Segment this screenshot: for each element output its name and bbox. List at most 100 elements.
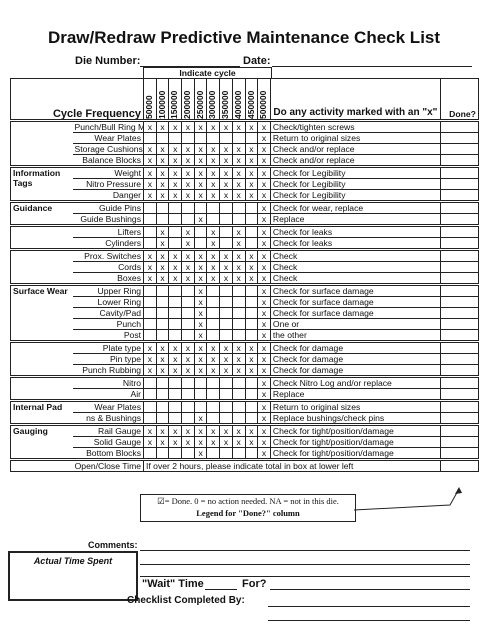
cycle-mark: x xyxy=(193,436,208,448)
field-line xyxy=(140,66,240,67)
cycle-mark xyxy=(168,237,183,250)
cycle-mark xyxy=(181,200,195,214)
check-row: Punch x x One or xyxy=(11,318,479,330)
item-label: Storage Cushions xyxy=(72,143,145,155)
legend-title: Legend for "Done?" column xyxy=(196,508,300,518)
cycle-mark: x xyxy=(181,248,195,262)
check-row: Balance Blocks x x x x x x x x x x Check and/or rep… xyxy=(11,154,479,167)
action: Check for Legibility xyxy=(269,178,441,190)
cycle-mark: x xyxy=(143,436,157,448)
comment-line xyxy=(140,576,470,577)
cycle-mark: x xyxy=(168,154,183,167)
cycle-mark: x xyxy=(193,213,208,226)
group-label xyxy=(10,119,73,167)
cycle-mark: x xyxy=(244,143,259,155)
check-row: Lifters x x x x x Check for leaks xyxy=(10,224,479,250)
cycle-mark xyxy=(168,318,183,330)
cycle-mark: x xyxy=(193,189,208,202)
actual-time-box: Actual Time Spent xyxy=(8,551,138,601)
cycle-mark xyxy=(231,388,246,401)
item-label: Cylinders xyxy=(72,237,145,250)
wait-time-label: "Wait" Time xyxy=(142,578,204,590)
cycle-mark: x xyxy=(257,340,271,354)
cycle-label: 450000 xyxy=(245,90,256,119)
cycle-mark: x xyxy=(193,119,208,133)
item-label: Post xyxy=(72,329,145,342)
cycle-mark xyxy=(206,213,221,226)
cycle-mark: x xyxy=(155,165,170,179)
cycle-mark: x xyxy=(257,189,271,202)
cycle-mark xyxy=(155,329,170,342)
field-line xyxy=(205,589,237,590)
cycle-mark xyxy=(143,213,157,226)
cycle-mark xyxy=(231,283,246,297)
cycle-mark xyxy=(181,318,195,330)
cycle-mark: x xyxy=(231,261,246,273)
cycle-mark xyxy=(155,213,170,226)
action: Return to original sizes xyxy=(269,132,441,144)
action: Check xyxy=(269,261,441,273)
legend: ☑= Done. 0 = no action needed. NA = not … xyxy=(140,494,356,522)
cycle-mark: x xyxy=(181,143,195,155)
cycle-mark: x xyxy=(193,178,208,190)
cycle-mark xyxy=(219,132,233,144)
cycle-mark xyxy=(206,447,221,460)
cycle-mark xyxy=(231,213,246,226)
cycle-mark: x xyxy=(193,318,208,330)
action: Check for Legibility xyxy=(269,165,441,179)
cycle-mark: x xyxy=(206,178,221,190)
cycle-mark: x xyxy=(257,353,271,365)
cycle-mark xyxy=(181,213,195,226)
cycle-header: 400000 xyxy=(231,78,246,121)
cycle-mark xyxy=(244,132,259,144)
cycle-mark xyxy=(206,283,221,297)
check-row: Punch Rubbing x x x x x x x x x x Check for damage xyxy=(11,364,479,377)
cycle-mark: x xyxy=(155,261,170,273)
cycle-mark xyxy=(168,307,183,319)
cycle-mark: x xyxy=(231,237,246,250)
cycle-mark xyxy=(231,296,246,308)
cycle-mark: x xyxy=(168,165,183,179)
cycle-mark: x xyxy=(168,340,183,354)
cycle-mark xyxy=(143,447,157,460)
cycle-mark: x xyxy=(155,119,170,133)
arrow-head xyxy=(455,487,462,494)
cycle-label: 350000 xyxy=(220,90,231,119)
cycle-mark: x xyxy=(193,412,208,425)
check-row: Guidance Guide Pins x Check for wear, repla… xyxy=(10,200,479,226)
cycle-label: 250000 xyxy=(194,90,205,119)
cycle-mark: x xyxy=(244,119,259,133)
group-label: Gauging xyxy=(10,423,73,460)
cycle-mark xyxy=(155,296,170,308)
cycle-mark xyxy=(206,307,221,319)
done-cell xyxy=(439,119,479,133)
cycle-mark: x xyxy=(257,364,271,377)
cycle-mark: x xyxy=(143,261,157,273)
done-cell xyxy=(439,296,479,308)
item-label: Guide Pins xyxy=(72,200,145,214)
cycle-mark xyxy=(193,224,208,238)
cycle-mark xyxy=(206,200,221,214)
action: Check xyxy=(269,272,441,285)
item-label: Wear Plates xyxy=(72,132,145,144)
cycle-mark: x xyxy=(219,248,233,262)
cycle-mark: x xyxy=(257,375,271,389)
cycle-mark xyxy=(168,283,183,297)
done-cell xyxy=(439,307,479,319)
cycle-mark: x xyxy=(219,364,233,377)
cycle-mark: x xyxy=(181,436,195,448)
cycle-mark: x xyxy=(143,178,157,190)
done-cell xyxy=(439,353,479,365)
cycle-mark: x xyxy=(168,248,183,262)
done-header: Done? xyxy=(439,78,479,121)
cycle-mark: x xyxy=(231,364,246,377)
done-cell xyxy=(439,154,479,167)
cycle-mark: x xyxy=(206,143,221,155)
item-label: Plate type xyxy=(72,340,145,354)
checklist-table: Cycle Frequency 50000 100000 150000 200000 25… xyxy=(9,78,479,472)
cycle-mark: x xyxy=(181,154,195,167)
cycle-mark: x xyxy=(231,248,246,262)
cycle-mark xyxy=(143,329,157,342)
cycle-mark: x xyxy=(219,154,233,167)
cycle-mark: x xyxy=(181,261,195,273)
